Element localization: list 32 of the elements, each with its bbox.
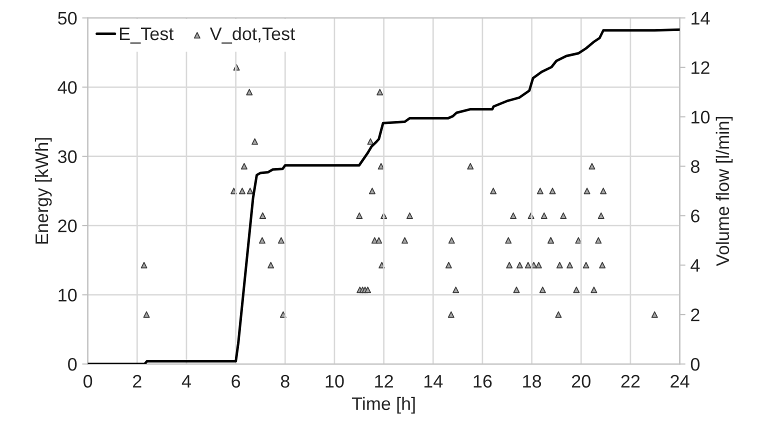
y2-tick-label: 8 [690,160,700,173]
x-tick-label: 8 [280,374,290,388]
x-tick-label: 12 [375,374,393,388]
y2-tick-label: 14 [692,12,710,24]
y-tick-label: 40 [58,81,77,94]
y-tick-label: 20 [58,220,77,232]
x-tick-label: 22 [621,374,640,388]
y-axis-title: Energy [kWh] [34,138,52,244]
y2-tick-label: 6 [691,210,700,222]
x-tick-label: 0 [83,374,92,388]
x-tick-label: 10 [326,374,344,388]
legend-label: V_dot,Test [210,26,295,44]
y2-tick-label: 4 [690,259,700,272]
y-tick-label: 0 [68,358,77,371]
x-tick-label: 18 [523,374,542,388]
y-tick-label: 50 [58,12,77,25]
x-tick-label: 14 [424,375,443,388]
y2-tick-label: 0 [690,358,700,371]
x-tick-label: 16 [474,374,492,388]
x-tick-label: 6 [232,374,240,388]
x-tick-label: 4 [182,375,191,388]
y2-tick-label: 10 [692,110,710,124]
x-tick-label: 2 [133,374,142,388]
y-tick-label: 10 [58,288,77,302]
x-axis-title: Time [h] [352,396,415,414]
x-tick-label: 24 [670,374,690,388]
y2-axis-title: Volume flow [l/min] [716,116,733,266]
y2-tick-label: 12 [692,61,710,74]
legend-label: E_Test [120,28,174,44]
y-tick-label: 30 [58,150,77,164]
x-tick-label: 20 [572,374,590,388]
y2-tick-label: 2 [691,308,700,322]
